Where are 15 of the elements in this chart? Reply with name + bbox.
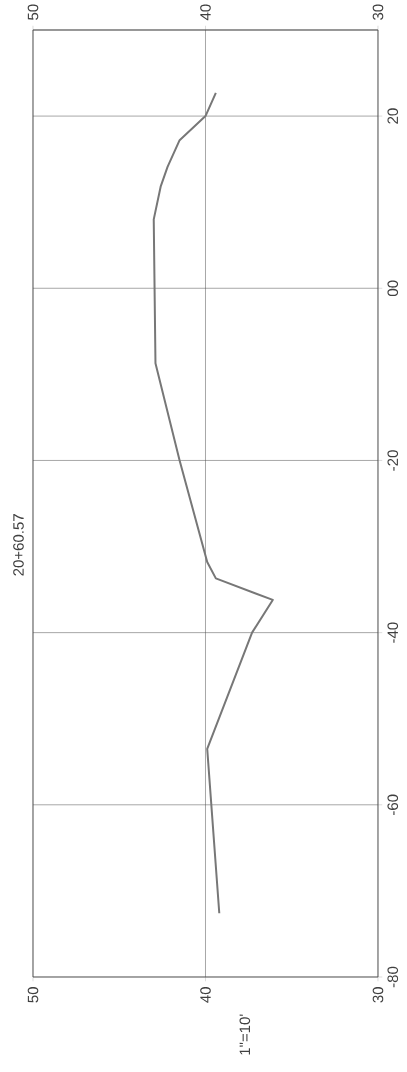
text: 1"=10' [239, 1014, 251, 1055]
x-tick-label: 50 [27, 4, 39, 20]
text: 20+60.57 [13, 514, 24, 576]
x-tick-label: 40 [200, 4, 211, 21]
x-tick-label: 30 [372, 4, 384, 20]
x2-tick-label: 50 [27, 987, 39, 1003]
x2-tick-label: 40 [200, 987, 211, 1003]
line-series [152, 91, 274, 915]
y2-tick-label: -60 [387, 794, 399, 815]
y2-tick-label: 00 [387, 280, 399, 297]
y2-tick-label: -80 [387, 966, 399, 988]
y2-tick-label: -40 [387, 622, 399, 643]
y2-tick-label: 20 [387, 108, 399, 124]
y2-tick-label: -20 [387, 450, 399, 471]
x2-tick-label: 30 [372, 987, 384, 1003]
